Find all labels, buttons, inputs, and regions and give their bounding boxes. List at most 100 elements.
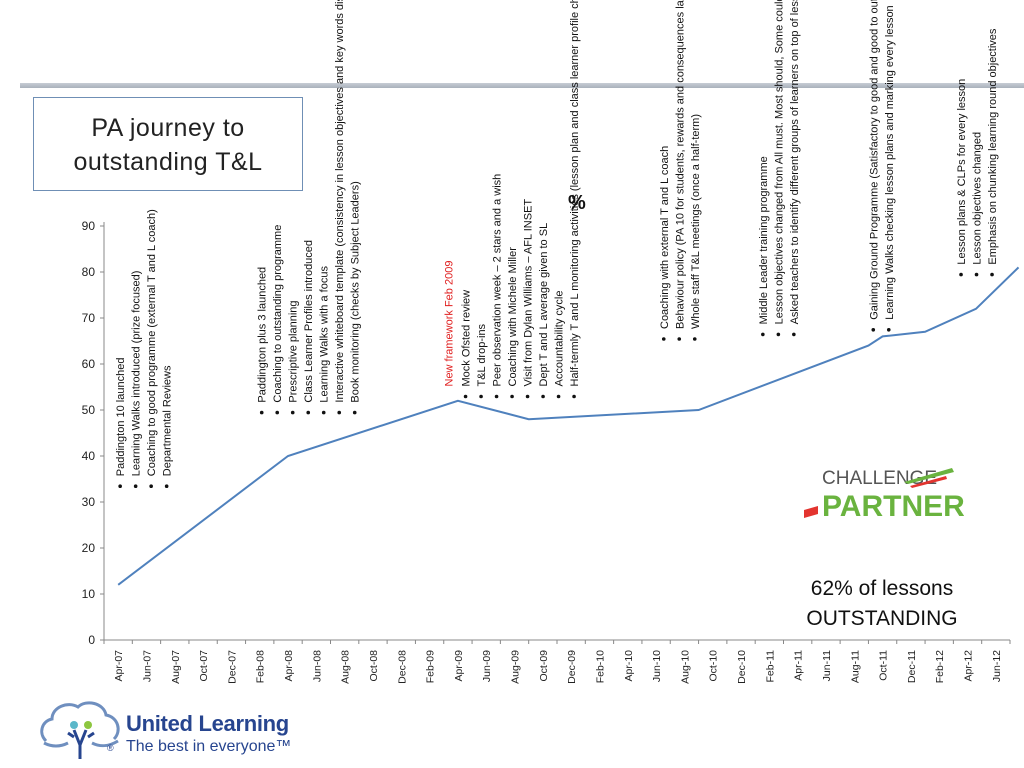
y-tick-label: 60 (82, 357, 96, 371)
annotation-bullet (974, 272, 979, 277)
x-tick-label: Jun-12 (991, 650, 1003, 682)
annotation-bullet (337, 410, 342, 415)
annotation-bullet (792, 332, 796, 337)
united-learning-tree-icon (40, 701, 120, 759)
annotation-text: Whole staff T&L meetings (once a half-te… (690, 114, 702, 329)
x-tick-label: Dec-08 (396, 650, 408, 684)
x-tick-label: Jun-07 (141, 650, 153, 682)
annotation-bullet (149, 484, 153, 489)
annotation-bullet (959, 272, 963, 277)
annotation-text: Coaching to outstanding programme (272, 225, 284, 403)
annotation-text: Paddington 10 launched (115, 358, 127, 477)
annotation-text: Lesson plans & CLPs for every lesson (956, 79, 968, 265)
annotation-bullet (479, 394, 483, 399)
annotation-text: Half-termly T and L monitoring activitie… (569, 0, 581, 387)
x-tick-label: Feb-08 (255, 650, 267, 683)
annotation-text: Departmental Reviews (162, 365, 174, 476)
partners-word: PARTNERS (822, 490, 964, 523)
x-tick-label: Dec-09 (566, 650, 578, 684)
annotation-text: Emphasis on chunking learning round obje… (987, 28, 999, 265)
result-line-1: 62% of lessons (810, 577, 954, 600)
x-tick-label: Dec-10 (736, 650, 748, 684)
annotation-bullet (510, 394, 514, 399)
x-tick-label: Oct-10 (708, 650, 720, 682)
annotation-text: Mock Ofsted review (461, 290, 473, 387)
annotation-bullet (541, 394, 545, 399)
annotation-text: Asked teachers to identify different gro… (789, 0, 801, 324)
annotation-text: Lesson objectives changed (972, 132, 984, 265)
x-tick-label: Apr-09 (453, 650, 465, 682)
annotation-bullet (352, 410, 357, 415)
red-flag-shape (804, 506, 818, 518)
x-tick-label: Jun-11 (821, 650, 833, 681)
result-line-2: OUTSTANDING (806, 607, 958, 630)
annotation-bullet (990, 272, 994, 277)
percent-glyph: % (568, 192, 586, 214)
y-tick-label: 0 (88, 633, 95, 647)
annotation-text: Accountability cycle (554, 291, 566, 387)
y-tick-label: 30 (82, 495, 96, 509)
annotation-text: Learning Walks with a focus (319, 266, 331, 403)
annotation-text: Paddington plus 3 launched (257, 267, 269, 403)
x-tick-label: Jun-09 (481, 650, 493, 682)
x-tick-label: Aug-08 (340, 650, 352, 684)
x-tick-label: Oct-11 (878, 650, 890, 681)
annotation-bullet (572, 394, 576, 399)
x-tick-label: Dec-07 (226, 650, 238, 684)
y-tick-label: 90 (82, 219, 96, 233)
x-tick-label: Oct-09 (538, 650, 550, 682)
annotation-bullet (259, 410, 264, 415)
y-tick-label: 40 (82, 449, 96, 463)
annotation-text: Class Learner Profiles introduced (303, 240, 315, 403)
x-tick-label: Feb-11 (764, 650, 776, 683)
annotation-text: Prescriptive planning (288, 300, 300, 402)
annotation-text: Book monitoring (checks by Subject Leade… (350, 181, 362, 402)
challenge-partners-logo: CHALLENGE PARTNERS (804, 468, 964, 523)
x-tick-label: Aug-09 (510, 650, 522, 684)
annotation-bullet (776, 332, 781, 337)
title-line-1: PA journey to (91, 114, 245, 142)
annotation-text: Lesson objectives changed from All must.… (773, 0, 785, 324)
brand-tagline: The best in everyone™ (126, 738, 292, 755)
registered-mark: ® (107, 743, 114, 753)
annotation-bullet (556, 394, 561, 399)
annotation-bullet (118, 484, 122, 489)
y-tick-label: 80 (82, 265, 96, 279)
annotation-bullet (886, 328, 891, 332)
red-stripe-shape (910, 476, 947, 488)
x-tick-label: Feb-10 (594, 650, 606, 683)
y-tick-label: 70 (82, 311, 96, 325)
y-tick-label: 10 (82, 587, 96, 601)
annotation-bullet (525, 394, 530, 399)
annotation-bullet (133, 484, 138, 489)
annotation-bullet (290, 410, 295, 415)
x-tick-label: Dec-11 (906, 650, 918, 683)
annotation-text: Learning Walks introduced (prize focused… (131, 271, 143, 477)
annotation-text: Coaching with external T and L coach (659, 146, 671, 329)
annotation-bullet (494, 394, 499, 399)
y-tick-label: 20 (82, 541, 96, 555)
x-tick-label: Aug-11 (849, 650, 861, 683)
annotation-bullet (275, 410, 280, 415)
brand-name: United Learning (126, 711, 289, 736)
annotation-text: Gaining Ground Programme (Satisfactory t… (868, 0, 880, 320)
annotation-text: New framework Feb 2009 (444, 261, 456, 387)
annotation-bullet (306, 410, 311, 415)
y-tick-label: 50 (82, 403, 96, 417)
annotation-bullet (761, 332, 765, 337)
result-callout: 62% of lessons OUTSTANDING (770, 574, 994, 634)
annotation-bullet (661, 337, 666, 341)
x-tick-label: Jun-08 (311, 650, 323, 682)
annotation-bullet (871, 328, 876, 332)
top-divider-bar (20, 83, 1024, 88)
annotation-text: T&L drop-ins (476, 323, 488, 386)
annotation-text: Middle Leader training programme (758, 156, 770, 324)
annotation-text: Visit from Dylan Williams – AFL INSET (523, 199, 535, 387)
annotation-text: Behaviour policy (PA 10 for students, re… (674, 0, 686, 329)
annotation-text: Dept T and L average given to SL (538, 223, 550, 387)
annotation-bullet (692, 337, 697, 341)
title-line-2: outstanding T&L (73, 148, 263, 176)
annotation-bullet (321, 410, 326, 415)
x-tick-label: Jun-10 (651, 650, 663, 682)
x-tick-label: Feb-09 (425, 650, 437, 683)
